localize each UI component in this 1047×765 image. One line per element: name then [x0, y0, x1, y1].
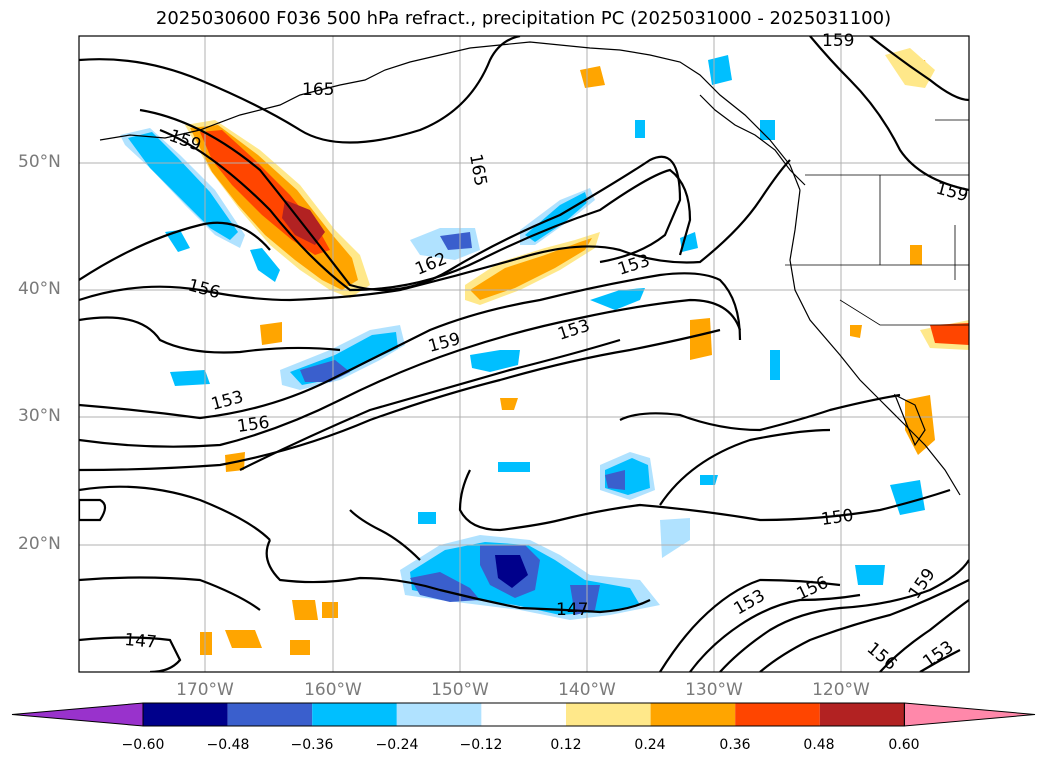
colorbar-segment	[735, 703, 820, 726]
lon-label: 140°W	[558, 680, 616, 700]
colorbar-segment	[11, 702, 144, 727]
colorbar-segment	[396, 703, 482, 726]
lat-label: 20°N	[18, 534, 61, 554]
colorbar-frame	[142, 702, 905, 727]
lat-label: 50°N	[18, 152, 61, 172]
map-frame	[78, 35, 970, 673]
colorbar-tick-label: −0.60	[121, 737, 165, 753]
colorbar-segment	[819, 703, 905, 726]
colorbar-segment	[227, 703, 313, 726]
precipitation-shading	[120, 48, 969, 655]
colorbar-tick-label: −0.36	[290, 737, 334, 753]
colorbar-tick-label: −0.48	[206, 737, 250, 753]
colorbar-tick-label: 0.12	[550, 737, 582, 753]
colorbar-segment	[650, 703, 736, 726]
colorbar-tick-label: 0.60	[888, 737, 920, 753]
contour-lines	[79, 36, 969, 672]
colorbar-segment	[566, 703, 651, 726]
colorbar-segment	[481, 703, 566, 726]
colorbar-tick-label: 0.48	[803, 737, 835, 753]
map-title: 2025030600 F036 500 hPa refract., precip…	[155, 8, 892, 29]
colorbar-tick-label: 0.36	[719, 737, 751, 753]
contour-label: 159	[822, 31, 854, 51]
lon-label: 150°W	[431, 680, 489, 700]
borders	[785, 119, 969, 326]
contour-label: 147	[124, 630, 158, 653]
map-area	[79, 36, 969, 672]
contour-label: 147	[556, 600, 588, 620]
lon-label: 170°W	[176, 680, 234, 700]
lat-label: 40°N	[18, 279, 61, 299]
graticule	[79, 36, 969, 672]
colorbar	[11, 702, 1036, 727]
lon-label: 130°W	[685, 680, 743, 700]
colorbar-segment	[143, 703, 228, 726]
contour-label: 150	[820, 506, 855, 530]
lon-label: 120°W	[812, 680, 870, 700]
contour-label: 165	[302, 80, 334, 100]
colorbar-tick-label: −0.24	[375, 737, 419, 753]
coastlines	[99, 41, 961, 496]
colorbar-tick-label: −0.12	[459, 737, 503, 753]
colorbar-segment	[312, 703, 397, 726]
lat-label: 30°N	[18, 406, 61, 426]
colorbar-tick-label: 0.24	[634, 737, 666, 753]
contour-label: 156	[236, 413, 271, 437]
colorbar-segment	[903, 702, 1036, 727]
lon-label: 160°W	[304, 680, 362, 700]
